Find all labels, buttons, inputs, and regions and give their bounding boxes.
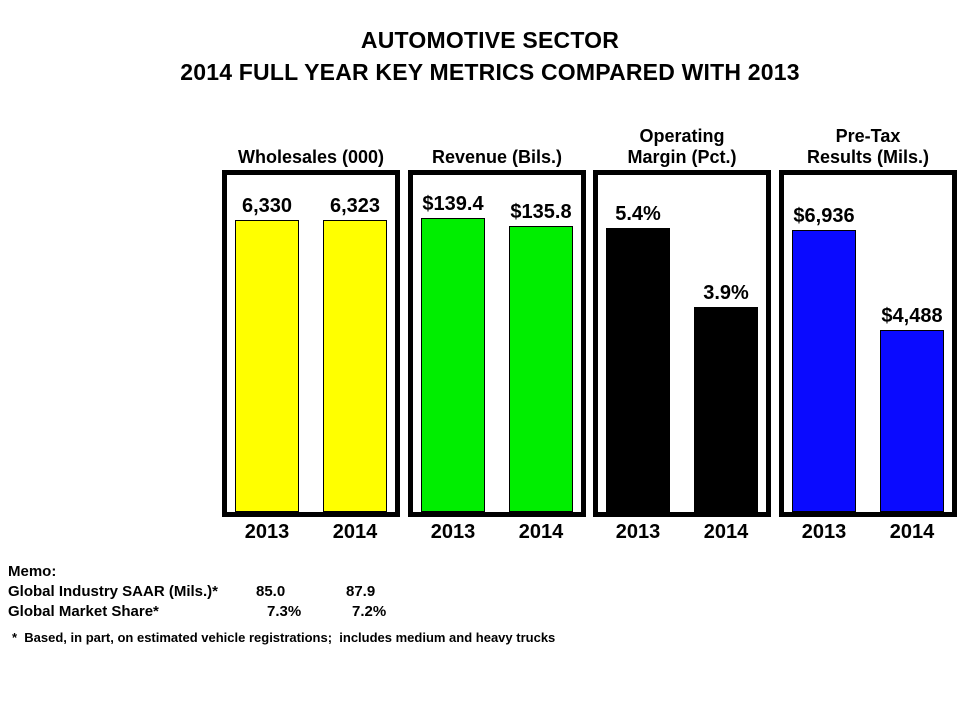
memo-row-saar: Global Industry SAAR (Mils.)* 85.0 87.9 [8,582,648,602]
panel-plot-area: $6,936 $4,488 [779,170,957,517]
bar-value-label: 6,330 [241,195,293,217]
memo-value-2014: 87.9 [346,583,376,600]
panel-plot-area: 6,330 6,323 [222,170,400,517]
panel-header-line: Results (Mils.) [806,147,930,167]
panel-header: Wholesales (000) [212,122,410,168]
memo-section: Memo: Global Industry SAAR (Mils.)* 85.0… [8,562,648,645]
panel-header-line: Margin (Pct.) [627,147,737,167]
x-axis-label-2014: 2014 [703,521,749,543]
bar-value-label: 5.4% [615,203,661,225]
chart-title-line2: 2014 FULL YEAR KEY METRICS COMPARED WITH… [180,59,800,85]
memo-value-2013: 85.0 [256,583,286,600]
x-axis-labels: 2013 2014 [784,520,952,546]
x-axis-label-2013: 2013 [430,521,476,543]
memo-footnote: * Based, in part, on estimated vehicle r… [12,630,556,645]
panel-plot-area: 5.4% 3.9% [593,170,771,517]
chart-panel: Pre-Tax Results (Mils.) $6,936 $4,488 2013 20… [779,122,957,552]
memo-heading: Memo: [8,563,57,580]
chart-title: AUTOMOTIVE SECTOR 2014 FULL YEAR KEY MET… [20,24,960,88]
panel-header-line: Revenue (Bils.) [431,147,563,167]
memo-value-2013: 7.3% [267,603,302,620]
panel-header-line: Wholesales (000) [237,147,385,167]
bar-value-label: 3.9% [703,282,749,304]
memo-value-2014: 7.2% [352,603,387,620]
bar-2013 [235,220,299,512]
bar-2013 [606,228,670,512]
chart-panel: Wholesales (000) 6,330 6,323 2013 2014 [222,122,400,552]
x-axis-label-2014: 2014 [332,521,378,543]
panel-plot-area: $139.4 $135.8 [408,170,586,517]
x-axis-labels: 2013 2014 [413,520,581,546]
x-axis-label-2014: 2014 [889,521,935,543]
bar-2013 [421,218,485,512]
bar-2014 [694,307,758,512]
bar-value-label: $4,488 [881,305,943,327]
memo-row-label: Global Market Share* [8,603,159,620]
x-axis-labels: 2013 2014 [227,520,395,546]
bar-value-label: $139.4 [422,193,484,215]
bar-value-label: $135.8 [510,201,572,223]
panel-header-line: Pre-Tax [835,126,901,146]
x-axis-label-2014: 2014 [518,521,564,543]
bar-2013 [792,230,856,512]
chart-panel: Revenue (Bils.) $139.4 $135.8 2013 2014 [408,122,586,552]
chart-panel: Operating Margin (Pct.) 5.4% 3.9% 2013 2014 [593,122,771,552]
bar-value-label: $6,936 [793,205,855,227]
x-axis-label-2013: 2013 [801,521,847,543]
bar-value-label: 6,323 [329,195,381,217]
x-axis-label-2013: 2013 [615,521,661,543]
chart-title-line1: AUTOMOTIVE SECTOR [360,27,620,53]
memo-row-share: Global Market Share* 7.3% 7.2% [8,602,648,622]
x-axis-label-2013: 2013 [244,521,290,543]
panel-header: Operating Margin (Pct.) [583,122,781,168]
panel-header: Pre-Tax Results (Mils.) [769,122,960,168]
memo-row-label: Global Industry SAAR (Mils.)* [8,583,219,600]
panel-header: Revenue (Bils.) [398,122,596,168]
panel-header-line: Operating [639,126,725,146]
bar-2014 [509,226,573,512]
bar-2014 [323,220,387,512]
x-axis-labels: 2013 2014 [598,520,766,546]
bar-2014 [880,330,944,512]
